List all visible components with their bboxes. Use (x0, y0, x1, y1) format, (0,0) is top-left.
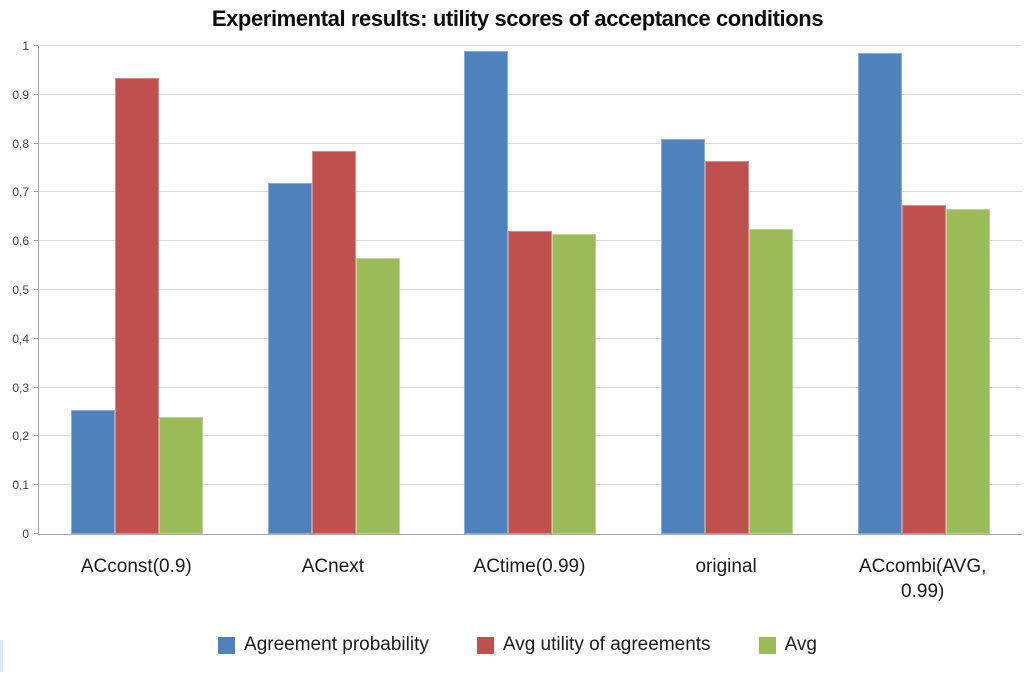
bar-agreement-probability-acconst-0-9 (71, 409, 116, 534)
y-tick-label: 0,1 (12, 478, 29, 493)
y-tick-label: 0,7 (12, 185, 29, 200)
x-axis-label-text: ACnext (301, 556, 365, 577)
y-axis-tick (34, 337, 38, 339)
bar-avg-utility-of-agreements-acconst-0-9 (115, 77, 160, 534)
y-axis-tick (34, 435, 38, 437)
bar-avg-utility-of-agreements-original (705, 160, 750, 534)
y-axis-tick (34, 386, 38, 388)
legend-swatch-agreement-probability (218, 636, 236, 654)
x-axis-label-text: ACconst(0.9) (80, 556, 192, 577)
y-axis: 0 0,1 0,2 0,3 0,4 0,5 0,6 0,7 0,8 0,9 1 (0, 40, 33, 540)
bar-group-accombi-avg-0-99 (825, 46, 1022, 534)
bar-group-original (629, 46, 826, 534)
y-axis-tick (34, 533, 38, 534)
y-tick-label: 0 (22, 527, 29, 541)
y-tick-label: 0,3 (12, 380, 29, 395)
y-axis-tick (34, 289, 38, 290)
bar-agreement-probability-acnext (267, 182, 312, 534)
bar-avg-accombi-avg-0-99 (945, 209, 990, 534)
x-axis-labels: ACconst(0.9) ACnext ACtime(0.99) original AC… (38, 554, 1021, 618)
legend-swatch-avg-utility-of-agreements (476, 636, 494, 654)
x-axis-label-text: original (695, 556, 757, 577)
x-axis-label-actime-0-99: ACtime(0.99) (431, 554, 628, 579)
legend-label: Avg (784, 634, 817, 655)
y-tick-label: 0,2 (12, 429, 29, 444)
bar-group-acnext (236, 46, 433, 534)
chart-title: Experimental results: utility scores of … (211, 6, 824, 31)
bar-avg-utility-of-agreements-accombi-avg-0-99 (901, 204, 946, 534)
y-axis-tick (34, 191, 38, 193)
legend-item-avg-utility-of-agreements: Avg utility of agreements (476, 634, 711, 656)
y-axis-tick (34, 484, 38, 486)
x-axis-label-original: original (628, 554, 825, 579)
bar-group-actime-0-99 (432, 46, 629, 534)
y-tick-label: 0,8 (12, 136, 29, 151)
bar-agreement-probability-accombi-avg-0-99 (857, 53, 902, 534)
bar-agreement-probability-original (661, 138, 706, 534)
x-axis-label-text: ACtime(0.99) (473, 556, 586, 577)
y-axis-tick (34, 93, 38, 95)
bar-group-acconst-0-9 (39, 46, 236, 534)
legend-item-agreement-probability: Agreement probability (218, 634, 429, 656)
bar-avg-original (749, 229, 794, 534)
bar-avg-actime-0-99 (552, 233, 597, 534)
y-tick-label: 0,6 (12, 234, 29, 249)
plot-area (34, 45, 1022, 535)
bar-avg-utility-of-agreements-acnext (311, 150, 356, 534)
x-axis-label-acnext: ACnext (235, 554, 432, 579)
x-axis-label-accombi-avg-0-99: ACcombi(AVG, 0.99) (824, 554, 1021, 604)
bar-avg-acnext (355, 258, 400, 534)
bar-avg-utility-of-agreements-actime-0-99 (508, 231, 553, 534)
legend-label: Agreement probability (244, 634, 429, 655)
legend: Agreement probability Avg utility of agre… (0, 634, 1035, 656)
y-tick-label: 0,5 (12, 283, 29, 297)
y-axis-tick (34, 240, 38, 242)
y-tick-label: 1 (22, 39, 29, 53)
y-axis-tick (34, 45, 38, 46)
x-axis-label-text: ACcombi(AVG, 0.99) (858, 556, 987, 602)
legend-item-avg: Avg (758, 634, 817, 656)
legend-swatch-avg (758, 636, 776, 654)
legend-label: Avg utility of agreements (502, 634, 711, 655)
page-edge-artifact (0, 640, 3, 672)
bar-avg-acconst-0-9 (159, 416, 204, 534)
y-tick-label: 0,9 (12, 87, 29, 102)
x-axis-label-acconst-0-9: ACconst(0.9) (38, 554, 235, 579)
y-axis-tick (34, 142, 38, 144)
bar-agreement-probability-actime-0-99 (464, 50, 509, 534)
y-tick-label: 0,4 (12, 331, 29, 346)
